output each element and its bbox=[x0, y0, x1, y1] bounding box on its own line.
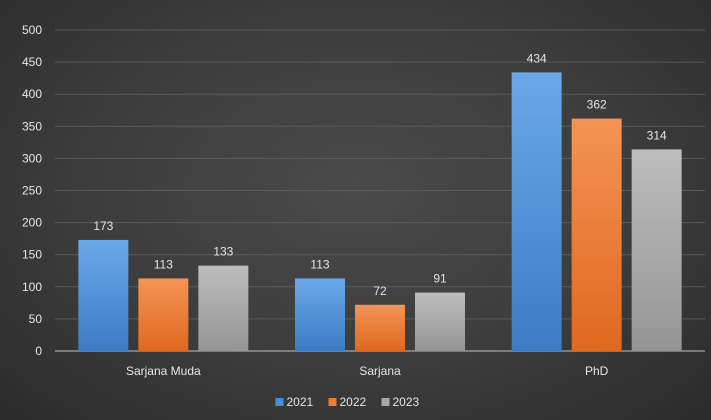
y-axis-ticks: 0 50 100 150 200 250 300 350 400 450 500 bbox=[22, 23, 42, 358]
bar-2021-sarjana-muda bbox=[78, 239, 129, 351]
y-tick-label: 450 bbox=[22, 55, 42, 69]
bar-2022-phd bbox=[571, 118, 622, 351]
bar-2021-phd bbox=[511, 72, 562, 351]
data-label: 314 bbox=[647, 128, 667, 142]
x-category-label: Sarjana Muda bbox=[126, 364, 201, 378]
y-tick-label: 500 bbox=[22, 23, 42, 37]
y-tick-label: 200 bbox=[22, 216, 42, 230]
bar-2022-sarjana-muda bbox=[138, 278, 189, 351]
legend-swatch-2022 bbox=[328, 398, 337, 406]
x-category-label: PhD bbox=[585, 364, 609, 378]
data-label: 362 bbox=[587, 98, 607, 112]
bar-2023-sarjana bbox=[415, 292, 465, 351]
legend-swatch-2023 bbox=[381, 398, 390, 406]
y-tick-label: 0 bbox=[35, 344, 42, 358]
y-tick-label: 300 bbox=[22, 151, 42, 165]
x-category-label: Sarjana bbox=[359, 364, 401, 378]
y-tick-label: 350 bbox=[22, 119, 42, 133]
data-label: 113 bbox=[154, 257, 173, 271]
data-label: 91 bbox=[433, 272, 447, 286]
y-tick-label: 100 bbox=[22, 280, 42, 294]
data-label: 434 bbox=[527, 51, 547, 65]
legend-label: 2022 bbox=[340, 395, 367, 409]
y-tick-label: 250 bbox=[22, 184, 42, 198]
data-label: 113 bbox=[310, 257, 329, 271]
bar-2023-phd bbox=[631, 149, 682, 351]
y-tick-label: 400 bbox=[22, 87, 42, 101]
y-tick-label: 50 bbox=[29, 312, 43, 326]
bars bbox=[78, 72, 682, 351]
legend-label: 2021 bbox=[287, 395, 314, 409]
legend-label: 2023 bbox=[393, 395, 420, 409]
legend: 2021 2022 2023 bbox=[275, 395, 420, 409]
bar-2023-sarjana-muda bbox=[198, 265, 249, 351]
data-labels: 173 113 133 113 72 91 434 362 314 bbox=[93, 51, 667, 297]
bar-2022-sarjana bbox=[355, 304, 405, 351]
data-label: 72 bbox=[373, 284, 387, 298]
bar-2021-sarjana bbox=[295, 278, 345, 351]
y-tick-label: 150 bbox=[22, 248, 42, 262]
data-label: 173 bbox=[93, 219, 113, 233]
x-axis-categories: Sarjana Muda Sarjana PhD bbox=[126, 364, 609, 378]
legend-swatch-2021 bbox=[275, 398, 284, 406]
data-label: 133 bbox=[213, 245, 233, 259]
